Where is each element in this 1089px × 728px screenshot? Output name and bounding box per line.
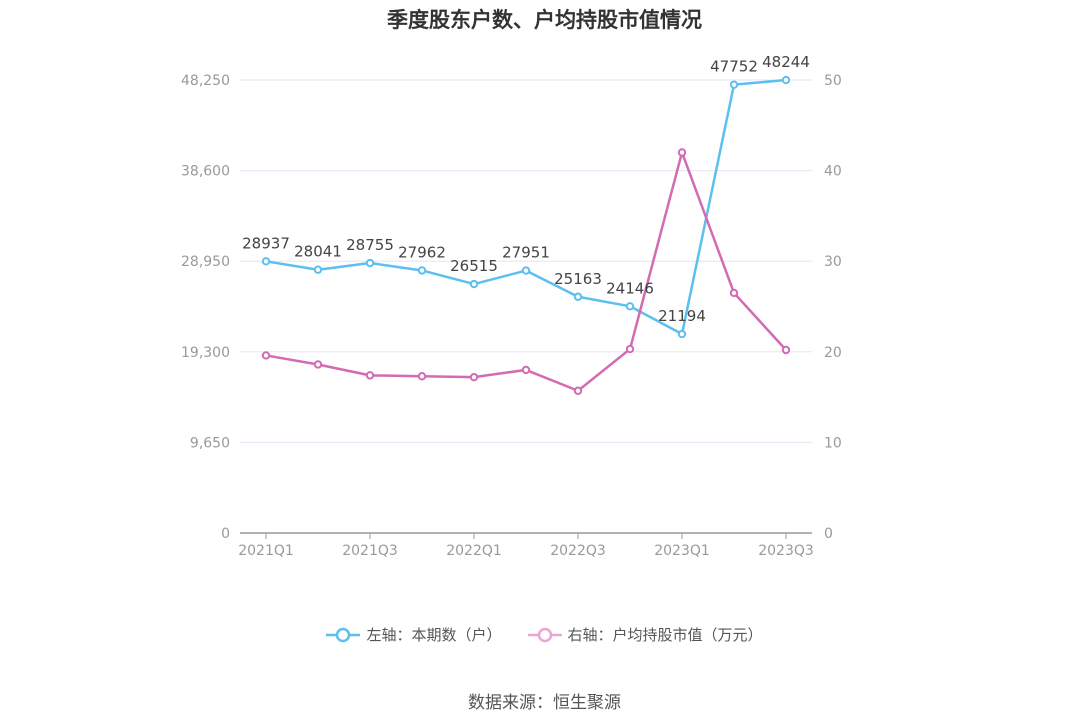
label-layer: 28937 28041 28755 2796226515279512516324146… bbox=[242, 53, 810, 325]
legend-label-households: 左轴：本期数（户） bbox=[366, 626, 502, 644]
x-tick-label: 2023Q3 bbox=[758, 543, 814, 559]
y-right-tick-label: 10 bbox=[824, 435, 842, 451]
y-right-tick-label: 40 bbox=[824, 164, 842, 180]
data-label: 28041 bbox=[294, 243, 342, 261]
data-label: 48244 bbox=[762, 53, 810, 71]
y-right-tick-label: 20 bbox=[824, 345, 842, 361]
series-point-0 bbox=[625, 302, 635, 311]
x-tick-label: 2023Q1 bbox=[654, 543, 710, 559]
series-point-1 bbox=[261, 351, 271, 360]
y-left-tick-label: 0 bbox=[221, 526, 230, 542]
axis-layer: 0 0 9,650 10 19,300 20 28,950 30 38,600 40 48,250 5… bbox=[181, 73, 842, 559]
series-point-1 bbox=[417, 372, 427, 381]
y-right-tick-label: 50 bbox=[824, 73, 842, 89]
data-source: 数据来源：恒生聚源 bbox=[468, 693, 621, 713]
series-point-1 bbox=[365, 371, 375, 380]
series-point-0 bbox=[261, 257, 271, 266]
series-point-0 bbox=[677, 329, 687, 339]
series-point-0 bbox=[365, 258, 375, 268]
series-line-0 bbox=[265, 78, 787, 336]
series-point-0 bbox=[781, 75, 791, 85]
series-point-1 bbox=[781, 345, 791, 355]
legend-item-avg-value[interactable]: 右轴：户均持股市值（万元） bbox=[527, 624, 763, 645]
series-point-1 bbox=[729, 288, 739, 298]
data-label: 25163 bbox=[554, 270, 602, 288]
y-left-tick-label: 9,650 bbox=[190, 435, 230, 451]
legend-line-circle-icon bbox=[326, 627, 361, 642]
data-label: 26515 bbox=[450, 257, 498, 275]
data-label: 21194 bbox=[658, 307, 706, 325]
data-label: 28755 bbox=[346, 236, 394, 254]
chart-title: 季度股东户数、户均持股市值情况 bbox=[387, 8, 702, 32]
data-label: 28937 bbox=[242, 234, 290, 252]
legend-label-avg-value: 右轴：户均持股市值（万元） bbox=[567, 626, 763, 644]
y-left-tick-label: 19,300 bbox=[181, 345, 230, 361]
series-point-1 bbox=[469, 372, 479, 382]
x-tick-label: 2022Q3 bbox=[550, 543, 606, 559]
data-label: 47752 bbox=[710, 58, 758, 76]
y-right-tick-label: 30 bbox=[824, 254, 842, 270]
series-point-1 bbox=[573, 386, 583, 395]
legend-line-circle-icon bbox=[527, 627, 562, 642]
series-point-0 bbox=[469, 279, 479, 289]
series-point-1 bbox=[313, 360, 323, 369]
series-point-0 bbox=[573, 292, 583, 301]
data-label: 27962 bbox=[398, 243, 446, 261]
grid-layer bbox=[240, 79, 812, 443]
y-left-tick-label: 28,950 bbox=[181, 254, 230, 270]
data-label: 27951 bbox=[502, 244, 550, 262]
series-point-1 bbox=[677, 148, 687, 157]
series-layer bbox=[261, 75, 791, 395]
legend-item-households[interactable]: 左轴：本期数（户） bbox=[326, 624, 502, 645]
series-point-1 bbox=[625, 344, 635, 354]
data-label: 24146 bbox=[606, 279, 654, 297]
series-point-1 bbox=[521, 365, 531, 375]
x-tick-label: 2021Q1 bbox=[238, 543, 294, 559]
legend: 左轴：本期数（户） 右轴：户均持股市值（万元） bbox=[0, 624, 1089, 645]
y-left-tick-label: 48,250 bbox=[181, 73, 230, 89]
y-right-tick-label: 0 bbox=[824, 526, 833, 542]
series-point-0 bbox=[729, 80, 739, 89]
series-point-0 bbox=[313, 265, 323, 274]
x-tick-label: 2021Q3 bbox=[342, 543, 398, 559]
y-left-tick-label: 38,600 bbox=[181, 164, 230, 180]
series-point-0 bbox=[521, 266, 531, 275]
series-point-0 bbox=[417, 266, 427, 275]
x-tick-label: 2022Q1 bbox=[446, 543, 502, 559]
